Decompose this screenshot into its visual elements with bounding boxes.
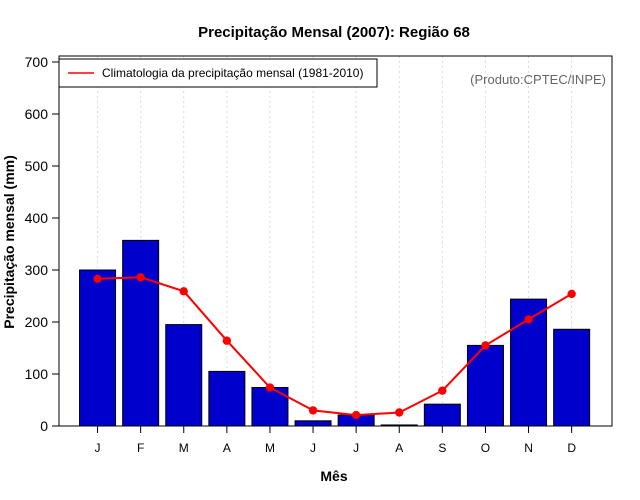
x-tick-label-4: A (223, 441, 231, 455)
climatology-point-4 (222, 336, 232, 345)
legend: Climatologia da precipitação mensal (198… (58, 58, 378, 88)
x-tick-label-7: J (353, 441, 359, 455)
bar-12 (553, 328, 591, 427)
x-tick-label-10: O (481, 441, 490, 455)
x-tick-label-9: S (438, 441, 446, 455)
climatology-point-12 (567, 289, 576, 299)
legend-box (58, 58, 378, 88)
bar-series (79, 239, 591, 427)
climatology-point-7 (351, 410, 361, 420)
bar-9 (423, 403, 461, 427)
x-tick-label-5: M (265, 441, 275, 455)
x-tick-label-11: N (524, 441, 533, 455)
climatology-point-10 (481, 341, 490, 350)
climatology-point-6 (308, 406, 318, 415)
climatology-point-5 (265, 383, 275, 392)
y-tick-label-600: 600 (25, 106, 49, 122)
climatology-point-1 (93, 274, 102, 284)
bar-6 (294, 420, 332, 427)
y-tick-label-500: 500 (25, 158, 49, 174)
y-tick-label-100: 100 (25, 366, 49, 382)
y-tick-label-400: 400 (25, 210, 49, 226)
climatology-point-2 (136, 273, 145, 282)
bar-4 (208, 370, 246, 427)
y-tick-label-200: 200 (25, 314, 49, 330)
bar-3 (165, 324, 203, 427)
climatology-point-3 (179, 287, 188, 296)
climatology-point-9 (438, 386, 447, 395)
plot-frame (58, 55, 613, 427)
y-tick-label-300: 300 (25, 262, 49, 278)
x-tick-label-3: M (179, 441, 189, 455)
x-tick-label-12: D (567, 441, 576, 455)
climatology-point-11 (524, 315, 533, 324)
y-axis-label: Precipitação mensal (mm) (1, 155, 17, 329)
bar-1 (79, 269, 117, 427)
x-tick-label-6: J (310, 441, 316, 455)
x-tick-label-8: A (395, 441, 403, 455)
y-tick-label-700: 700 (25, 54, 49, 70)
climatology-line-series (93, 273, 576, 420)
legend-entry-climatology: Climatologia da precipitação mensal (198… (102, 66, 363, 80)
y-axis: 0 100 200 300 400 500 600 700 (25, 54, 59, 434)
bar-2 (122, 239, 160, 427)
x-axis-label: Mês (320, 468, 347, 484)
y-tick-label-0: 0 (40, 418, 48, 434)
climatology-point-8 (395, 408, 404, 417)
x-tick-label-2: F (137, 441, 144, 455)
source-note: (Produto:CPTEC/INPE) (470, 72, 606, 87)
climatology-line (97, 276, 573, 417)
x-tick-label-1: J (95, 441, 101, 455)
chart-title: Precipitação Mensal (2007): Região 68 (198, 24, 470, 41)
